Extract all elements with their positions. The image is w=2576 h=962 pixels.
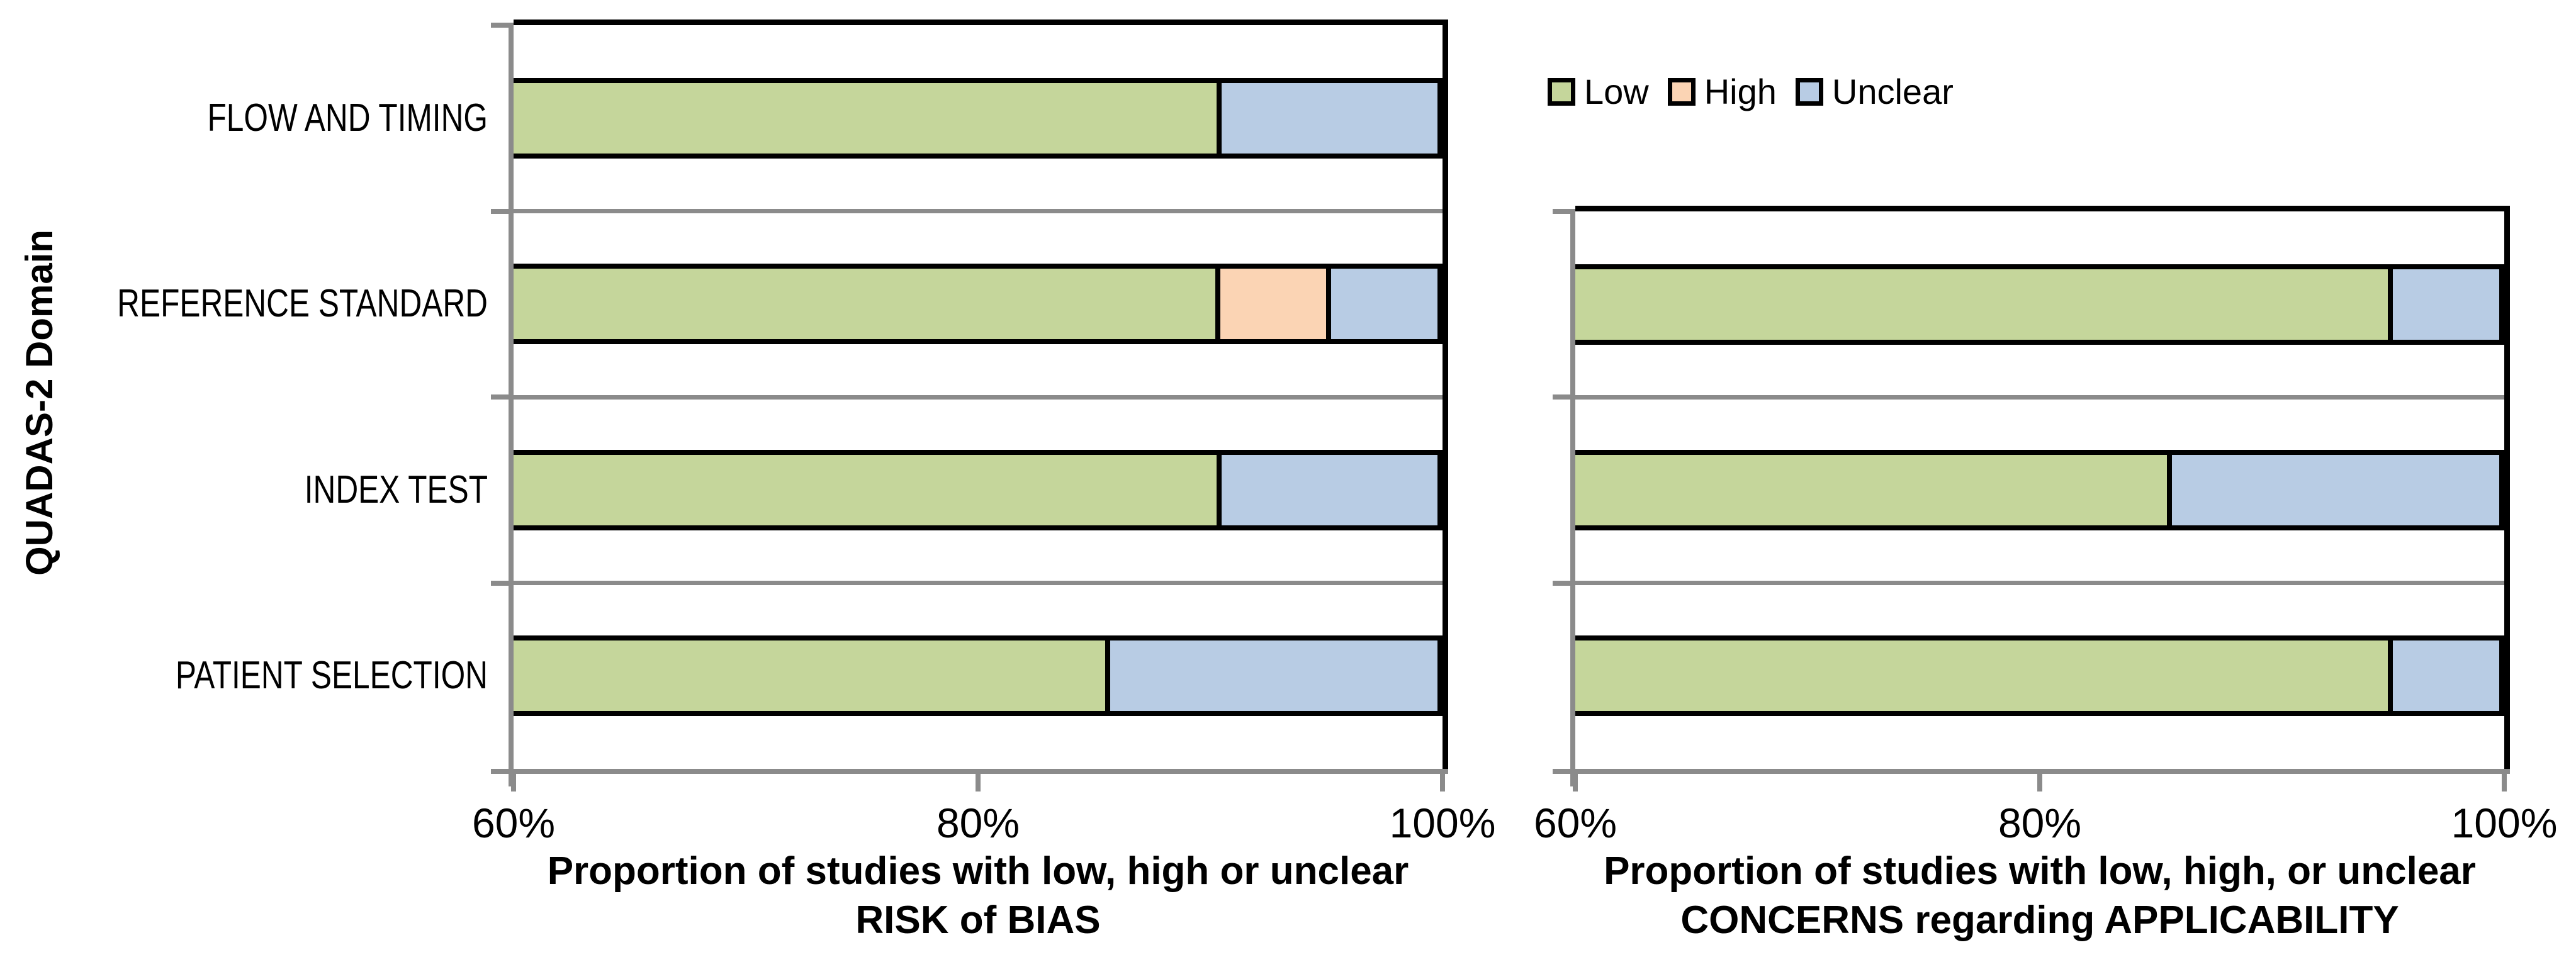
bar-segment-low — [514, 640, 1111, 712]
bar-index-test — [1575, 450, 2504, 530]
category-label-reference-standard: REFERENCE STANDARD — [117, 282, 488, 326]
x-tick-label: 100% — [2451, 800, 2558, 846]
gridline — [514, 209, 1443, 213]
bar-segment-unclear — [2392, 640, 2504, 712]
plot-top-border — [514, 20, 1448, 25]
bar-segment-low — [1575, 640, 2393, 712]
legend: Low High Unclear — [1548, 73, 1954, 111]
bar-index-test — [514, 449, 1443, 530]
plot-top-border — [1575, 206, 2510, 211]
y-axis-title: QUADAS-2 Domain — [18, 229, 60, 576]
legend-label-high: High — [1704, 72, 1777, 111]
axis-title-line: Proportion of studies with low, high or … — [547, 849, 1409, 893]
legend-swatch-low-icon — [1548, 78, 1575, 106]
x-tick-label: 80% — [1998, 800, 2082, 846]
gridline — [514, 581, 1443, 585]
y-axis-tick — [1553, 580, 1570, 586]
legend-swatch-high-icon — [1667, 78, 1696, 106]
bar-segment-high — [1220, 269, 1332, 340]
bar-flow-and-timing — [514, 77, 1443, 159]
gridline — [1575, 394, 2504, 400]
legend-label-low: Low — [1584, 72, 1649, 111]
bar-segment-unclear — [1222, 82, 1443, 154]
x-axis-line — [1553, 769, 2510, 774]
x-tick-label: 100% — [1389, 800, 1496, 846]
risk-of-bias-plot-area: 60% 80% 100% FLOW AND TIMING REFERENCE STAND… — [117, 20, 1495, 846]
x-axis-tick — [2502, 774, 2507, 791]
bar-segment-unclear — [1222, 454, 1443, 525]
x-tick-label: 60% — [471, 800, 556, 846]
bar-segment-unclear — [2172, 455, 2504, 525]
axis-title-line: Proportion of studies with low, high, or… — [1604, 849, 2476, 893]
applicability-plot-area: 60% 80% 100% — [1534, 206, 2557, 846]
category-label-index-test: INDEX TEST — [304, 467, 488, 512]
y-axis-tick — [1553, 394, 1570, 400]
x-axis-tick — [976, 774, 981, 791]
bar-segment-low — [514, 82, 1222, 154]
legend-swatch-unclear-icon — [1795, 78, 1823, 106]
plot-right-border — [2504, 206, 2510, 769]
category-label-patient-selection: PATIENT SELECTION — [175, 654, 488, 698]
y-axis-tick — [491, 23, 509, 28]
x-axis-tick — [2037, 774, 2042, 791]
bar-reference-standard — [1575, 264, 2504, 345]
bar-segment-low — [514, 269, 1220, 340]
gridline — [514, 394, 1443, 400]
legend-label-unclear: Unclear — [1831, 72, 1954, 111]
bar-segment-low — [1575, 269, 2393, 340]
y-axis-tick — [491, 208, 509, 214]
x-tick-label: 80% — [936, 800, 1020, 846]
bar-patient-selection — [514, 635, 1443, 717]
gridline — [1575, 581, 2504, 586]
y-axis-line — [509, 23, 514, 786]
legend-item-unclear: Unclear — [1795, 72, 1954, 111]
y-axis-line — [1570, 209, 1575, 786]
x-axis-line — [491, 769, 1448, 774]
risk-of-bias-axis-title: Proportion of studies with low, high or … — [412, 847, 1544, 945]
bar-segment-unclear — [1331, 269, 1443, 340]
x-axis-tick — [1573, 774, 1578, 791]
legend-item-high: High — [1667, 72, 1777, 111]
category-label-flow-and-timing: FLOW AND TIMING — [207, 96, 488, 140]
axis-title-line: RISK of BIAS — [855, 898, 1101, 942]
bar-segment-low — [514, 454, 1222, 525]
applicability-axis-title: Proportion of studies with low, high, or… — [1473, 847, 2576, 945]
x-tick-label: 60% — [1533, 800, 1617, 846]
bar-segment-low — [1575, 455, 2173, 525]
bar-segment-unclear — [2392, 269, 2504, 340]
x-axis-tick — [511, 774, 516, 791]
bar-patient-selection — [1575, 635, 2504, 717]
bar-reference-standard — [514, 264, 1443, 345]
x-axis-tick — [1440, 774, 1445, 791]
bar-segment-unclear — [1110, 640, 1443, 712]
y-axis-tick — [491, 394, 509, 400]
axis-title-line: CONCERNS regarding APPLICABILITY — [1680, 898, 2399, 942]
legend-item-low: Low — [1548, 73, 1649, 111]
y-axis-tick — [1553, 209, 1570, 214]
y-axis-tick — [491, 580, 509, 586]
plot-right-border — [1443, 20, 1448, 769]
